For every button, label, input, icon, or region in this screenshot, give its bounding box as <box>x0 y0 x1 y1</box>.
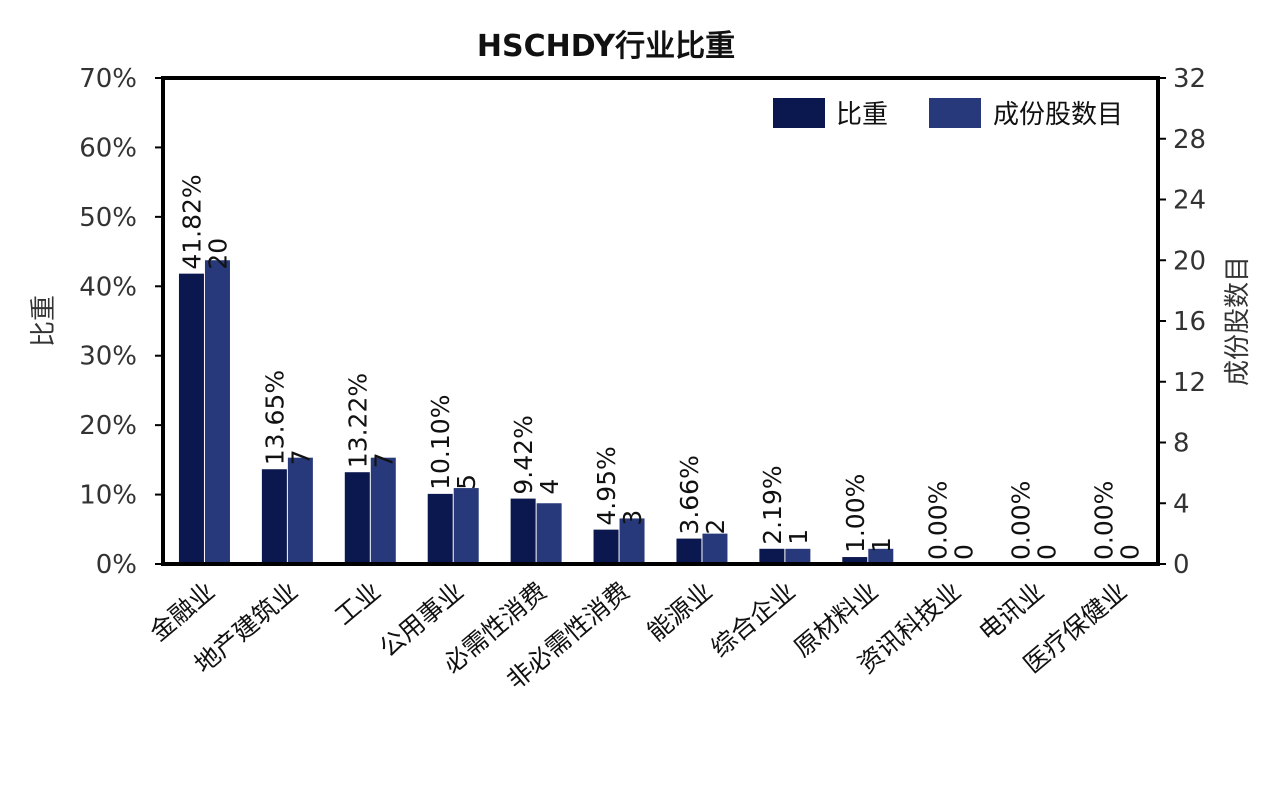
legend-swatch-share <box>773 98 825 128</box>
x-tick-label: 工业 <box>329 576 386 630</box>
y-tick-label: 40% <box>79 272 137 302</box>
data-label-constituents: 0 <box>950 544 979 560</box>
bar-share <box>842 557 868 564</box>
bar-share <box>759 548 785 564</box>
bar-share <box>676 538 702 564</box>
bar-constituents <box>868 548 894 564</box>
data-label-share: 13.65% <box>260 370 289 465</box>
y-tick-label: 60% <box>79 133 137 163</box>
x-tick-label: 电讯业 <box>973 576 1049 646</box>
bar-constituents <box>619 518 645 564</box>
data-label-share: 1.00% <box>841 474 870 553</box>
data-label-constituents: 4 <box>535 479 564 495</box>
y-tick-label: 10% <box>79 481 137 511</box>
legend-label-share: 比重 <box>836 100 888 130</box>
chart-title: HSCHDY行业比重 <box>477 29 735 64</box>
x-tick-label: 金融业 <box>144 576 220 646</box>
y2-tick-label: 28 <box>1173 125 1206 155</box>
data-label-constituents: 0 <box>1033 544 1062 560</box>
y-tick-label: 50% <box>79 203 137 233</box>
data-label-constituents: 0 <box>1116 544 1145 560</box>
y-tick-label: 0% <box>96 550 137 580</box>
x-tick-label: 能源业 <box>642 576 718 646</box>
y-tick-label: 70% <box>79 64 137 94</box>
bar-constituents <box>287 457 313 564</box>
bar-share <box>344 472 370 564</box>
y2-tick-label: 8 <box>1173 429 1190 459</box>
y2-tick-label: 20 <box>1173 246 1206 276</box>
data-label-share: 3.66% <box>675 455 704 534</box>
data-label-constituents: 5 <box>452 474 481 490</box>
data-label-constituents: 1 <box>784 529 813 545</box>
bar-share <box>510 498 536 564</box>
data-label-share: 41.82% <box>177 174 206 269</box>
bar-share <box>593 529 619 564</box>
bar-share <box>178 273 204 564</box>
data-label-constituents: 20 <box>203 238 232 270</box>
y2-axis-label: 成份股数目 <box>1223 256 1253 386</box>
y2-tick-label: 24 <box>1173 186 1206 216</box>
legend: 比重 成份股数目 <box>773 98 1123 130</box>
y2-tick-label: 16 <box>1173 307 1206 337</box>
data-label-share: 2.19% <box>758 465 787 544</box>
data-label-constituents: 2 <box>701 519 730 535</box>
data-label-constituents: 1 <box>867 537 896 553</box>
data-label-constituents: 3 <box>618 510 647 526</box>
data-label-share: 0.00% <box>1007 481 1036 560</box>
legend-swatch-constituents <box>929 98 981 128</box>
bar-constituents <box>453 488 479 564</box>
data-label-share: 4.95% <box>592 446 621 525</box>
data-label-share: 13.22% <box>343 373 372 468</box>
bar-constituents <box>702 533 728 564</box>
bar-constituents <box>370 457 396 564</box>
y2-tick-label: 32 <box>1173 64 1206 94</box>
data-label-share: 10.10% <box>426 395 455 490</box>
y-tick-label: 30% <box>79 342 137 372</box>
y-tick-label: 20% <box>79 411 137 441</box>
data-label-constituents: 7 <box>286 449 315 465</box>
y2-tick-label: 4 <box>1173 489 1190 519</box>
bar-share <box>261 469 287 564</box>
bar-share <box>427 493 453 564</box>
legend-label-constituents: 成份股数目 <box>993 100 1123 130</box>
data-label-share: 9.42% <box>509 415 538 494</box>
y2-tick-label: 0 <box>1173 550 1190 580</box>
data-label-constituents: 7 <box>369 452 398 468</box>
bar-constituents <box>204 260 230 564</box>
plot-frame <box>161 76 1160 566</box>
y2-tick-label: 12 <box>1173 368 1206 398</box>
bar-constituents <box>536 503 562 564</box>
bar-constituents <box>785 548 811 564</box>
data-label-share: 0.00% <box>924 481 953 560</box>
bars-layer <box>178 260 894 564</box>
data-label-share: 0.00% <box>1090 481 1119 560</box>
y-axis-label: 比重 <box>29 295 59 347</box>
x-tick-label: 综合企业 <box>705 576 800 663</box>
